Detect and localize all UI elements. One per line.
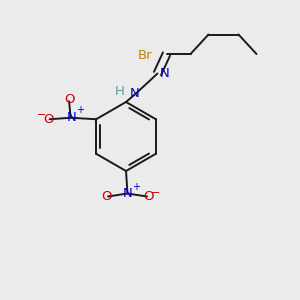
Text: +: + xyxy=(132,182,140,192)
Text: −: − xyxy=(37,110,46,120)
Text: O: O xyxy=(101,190,112,203)
Text: N: N xyxy=(160,67,170,80)
Text: O: O xyxy=(64,93,74,106)
Text: +: + xyxy=(76,105,84,115)
Text: N: N xyxy=(67,111,77,124)
Text: N: N xyxy=(130,86,140,100)
Text: O: O xyxy=(43,113,53,126)
Text: Br: Br xyxy=(138,49,153,62)
Text: H: H xyxy=(115,85,125,98)
Text: −: − xyxy=(151,188,160,198)
Text: N: N xyxy=(123,187,132,200)
Text: O: O xyxy=(143,190,154,203)
